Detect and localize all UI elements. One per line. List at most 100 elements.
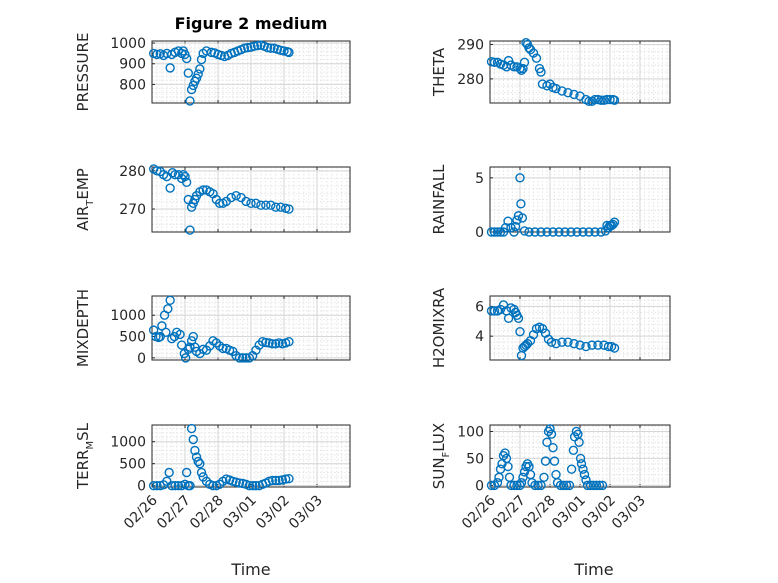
y-tick-label: 500 (119, 457, 146, 473)
data-point-marker (515, 173, 525, 183)
data-point-marker (214, 198, 225, 209)
data-point-marker (190, 342, 200, 352)
y-tick-label: 0 (137, 479, 146, 495)
data-point-marker (551, 83, 561, 94)
panel-rainfall: 5 0 RAINFALL (430, 164, 671, 241)
data-point-marker (557, 86, 567, 96)
data-point-marker (504, 472, 515, 482)
y-tick-label: 280 (119, 164, 146, 180)
data-point-marker (193, 69, 203, 79)
y-tick-label: 5 (475, 171, 484, 187)
data-point-marker (528, 48, 539, 58)
data-point-marker (284, 473, 294, 484)
data-point-marker (522, 338, 533, 349)
data-point-marker (597, 480, 608, 491)
x-tick-label: 03/02 (579, 493, 619, 533)
data-point-marker (188, 434, 198, 445)
data-point-marker (588, 480, 599, 491)
data-point-marker (165, 295, 175, 305)
data-point-marker (536, 227, 546, 237)
y-tick-label: 50 (466, 451, 484, 467)
x-tick-label: 02/27 (489, 493, 529, 533)
data-point-marker (167, 168, 178, 178)
x-tick-label: 03/03 (286, 493, 326, 533)
data-point-marker (530, 480, 540, 491)
data-point-marker (506, 480, 516, 491)
data-point-marker (181, 53, 192, 64)
y-tick-label: 0 (475, 478, 484, 494)
data-point-marker (226, 192, 236, 203)
data-point-marker (564, 480, 575, 491)
data-point-marker (266, 43, 276, 53)
data-point-marker (193, 456, 203, 467)
data-point-marker (267, 475, 278, 486)
data-point-marker (594, 480, 605, 491)
data-point-marker (558, 480, 569, 491)
data-point-marker (161, 327, 171, 337)
data-point-marker (503, 313, 514, 324)
x-axis-label-left: Time (230, 560, 270, 579)
data-point-marker (185, 96, 195, 106)
y-tick-label: 4 (475, 329, 484, 345)
y-tick-label: 500 (119, 330, 146, 346)
data-point-marker (510, 221, 521, 232)
data-point-marker (578, 464, 588, 474)
data-point-marker (239, 43, 250, 53)
data-point-marker (524, 227, 534, 237)
data-point-marker (251, 480, 261, 491)
data-point-marker (582, 480, 593, 491)
y-axis-label: MIXDEPTH (74, 289, 92, 367)
data-point-marker (256, 200, 266, 210)
data-point-marker (152, 49, 162, 60)
data-point-marker (609, 95, 620, 105)
data-point-marker (148, 325, 159, 335)
data-point-marker (183, 344, 194, 355)
x-tick-label: 02/28 (519, 493, 559, 533)
x-tick-label: 03/01 (220, 493, 260, 533)
data-point-marker (531, 53, 542, 63)
data-point-marker (590, 227, 600, 237)
data-point-marker (249, 41, 260, 51)
data-point-marker (183, 68, 194, 78)
data-point-marker (608, 219, 618, 230)
data-point-marker (247, 480, 258, 491)
data-point-marker (539, 472, 549, 482)
y-tick-label: 0 (137, 351, 146, 367)
data-point-marker (605, 94, 615, 105)
data-point-marker (603, 341, 614, 352)
data-point-marker (593, 340, 603, 350)
data-point-marker (218, 343, 228, 354)
y-axis-label: PRESSURE (74, 33, 92, 112)
data-point-marker (492, 227, 503, 237)
data-point-marker (519, 57, 530, 68)
x-axis-label-right: Time (573, 560, 613, 579)
data-point-marker (167, 480, 177, 491)
y-tick-label: 6 (475, 299, 484, 315)
y-axis-label: RAINFALL (430, 164, 448, 235)
data-point-marker (568, 445, 579, 456)
data-point-marker (521, 38, 531, 48)
x-tick-label: 03/02 (253, 493, 293, 533)
y-tick-label: 0 (475, 225, 484, 241)
data-point-marker (242, 42, 253, 53)
y-tick-label: 1000 (110, 435, 146, 451)
y-axis-label: THETA (430, 47, 448, 97)
data-point-marker (517, 213, 528, 223)
data-point-marker (576, 459, 587, 469)
figure-title: Figure 2 medium (175, 14, 328, 33)
data-point-marker (188, 331, 198, 342)
data-point-marker (284, 47, 294, 58)
data-point-marker (186, 423, 197, 434)
data-point-marker (515, 63, 525, 74)
data-point-marker (186, 84, 197, 95)
data-point-marker (271, 202, 281, 212)
data-point-marker (555, 480, 566, 491)
data-point-marker (165, 63, 175, 73)
data-point-marker (578, 227, 588, 237)
data-point-marker (516, 65, 527, 75)
data-point-marker (206, 47, 217, 58)
data-point-marker (489, 306, 500, 316)
data-point-marker (178, 169, 189, 180)
data-point-marker (267, 339, 278, 349)
